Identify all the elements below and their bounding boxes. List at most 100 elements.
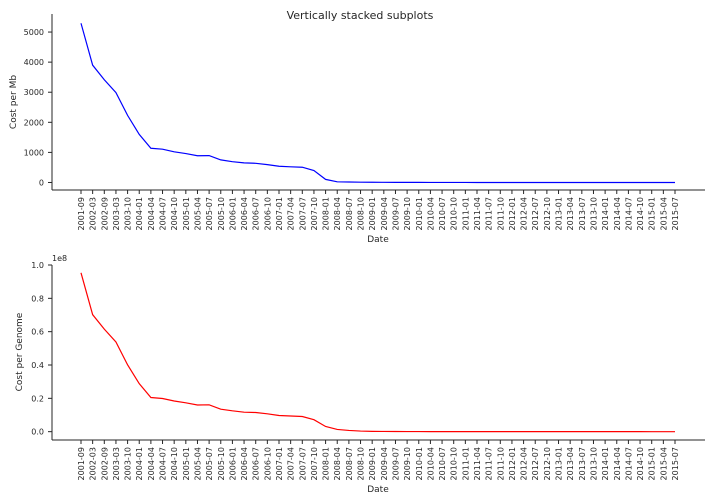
y-tick-label: 0.6 (31, 328, 44, 337)
cost-per-genome-line (80, 272, 675, 433)
x-tick-label: 2008-10 (357, 447, 366, 480)
x-tick-label: 2006-04 (240, 197, 249, 230)
cost-per-mb-line (80, 23, 675, 184)
x-tick-label: 2004-07 (159, 447, 168, 480)
x-tick-label: 2015-07 (671, 447, 680, 480)
x-tick-label: 2007-01 (275, 447, 284, 480)
y-tick-label: 0.2 (31, 394, 44, 403)
x-tick-label: 2013-01 (555, 447, 564, 480)
x-tick-label: 2009-01 (368, 447, 377, 480)
x-tick-label: 2012-04 (520, 447, 529, 480)
x-tick-label: 2010-01 (415, 197, 424, 230)
x-tick-label: 2008-04 (333, 197, 342, 230)
x-tick-label: 2014-01 (601, 197, 610, 230)
x-tick-label: 2008-01 (322, 447, 331, 480)
x-tick-label: 2006-01 (228, 197, 237, 230)
x-tick-label: 2003-03 (112, 447, 121, 480)
x-tick-label: 2006-04 (240, 447, 249, 480)
x-tick-label: 2003-10 (124, 447, 133, 480)
x-tick-label: 2014-07 (624, 197, 633, 230)
x-tick-label: 2013-01 (555, 197, 564, 230)
x-tick-label: 2010-04 (426, 447, 435, 480)
x-tick-label: 2009-01 (368, 197, 377, 230)
y-tick-labels: 0 1000 2000 3000 4000 5000 (24, 28, 52, 187)
x-tick-label: 2011-01 (461, 197, 470, 230)
x-tick-label: 2010-10 (450, 197, 459, 230)
x-tick-label: 2009-04 (380, 197, 389, 230)
x-tick-label: 2009-07 (391, 447, 400, 480)
x-tick-label: 2002-09 (100, 197, 109, 230)
x-tick-label: 2006-07 (252, 197, 261, 230)
x-tick-label: 2009-10 (403, 447, 412, 480)
x-tick-label: 2008-07 (345, 197, 354, 230)
y-tick-label: 0 (39, 178, 44, 187)
x-tick-label: 2008-04 (333, 447, 342, 480)
x-tick-label: 2009-04 (380, 447, 389, 480)
y-tick-label: 2000 (24, 118, 44, 127)
x-tick-label: 2012-04 (520, 197, 529, 230)
x-tick-label: 2010-10 (450, 447, 459, 480)
x-tick-label: 2010-07 (438, 447, 447, 480)
x-tick-label: 2013-10 (589, 197, 598, 230)
x-tick-label: 2004-01 (135, 447, 144, 480)
x-tick-label: 2005-10 (217, 447, 226, 480)
x-axis-label: Date (367, 485, 389, 495)
x-tick-label: 2011-04 (473, 447, 482, 480)
x-tick-label: 2014-10 (636, 197, 645, 230)
x-tick-label: 2013-07 (578, 197, 587, 230)
y-tick-label: 1000 (24, 148, 44, 157)
y-tick-label: 5000 (24, 28, 44, 37)
x-tick-label: 2006-07 (252, 447, 261, 480)
x-tick-label: 2012-07 (531, 447, 540, 480)
x-tick-label: 2011-04 (473, 197, 482, 230)
x-tick-label: 2015-01 (648, 447, 657, 480)
x-tick-label: 2015-01 (648, 197, 657, 230)
x-tick-label: 2012-01 (508, 447, 517, 480)
x-tick-label: 2007-10 (310, 447, 319, 480)
x-tick-label: 2005-04 (193, 447, 202, 480)
x-tick-label: 2007-01 (275, 197, 284, 230)
x-tick-label: 2004-10 (170, 447, 179, 480)
figure-title: Vertically stacked subplots (287, 9, 434, 22)
x-tick-label: 2002-03 (89, 447, 98, 480)
x-tick-label: 2012-10 (543, 447, 552, 480)
x-tick-label: 2001-09 (77, 197, 86, 230)
x-tick-label: 2006-01 (228, 447, 237, 480)
x-tick-label: 2002-09 (100, 447, 109, 480)
x-tick-label: 2007-07 (298, 197, 307, 230)
x-tick-label: 2014-04 (613, 447, 622, 480)
x-tick-label: 2008-01 (322, 197, 331, 230)
x-tick-label: 2013-04 (566, 447, 575, 480)
y-tick-label: 4000 (24, 58, 44, 67)
x-tick-label: 2015-04 (659, 447, 668, 480)
x-tick-label: 2012-01 (508, 197, 517, 230)
x-tick-label: 2005-07 (205, 197, 214, 230)
x-tick-label: 2010-04 (426, 197, 435, 230)
x-tick-label: 2005-10 (217, 197, 226, 230)
x-tick-label: 2003-03 (112, 197, 121, 230)
y-axis-label: Cost per Genome (15, 312, 25, 391)
x-tick-label: 2008-10 (357, 197, 366, 230)
y-axis-label: Cost per Mb (9, 75, 19, 129)
y-tick-label: 0.0 (31, 428, 44, 437)
x-tick-label: 2004-04 (147, 447, 156, 480)
x-tick-label: 2004-10 (170, 197, 179, 230)
x-tick-label: 2007-10 (310, 197, 319, 230)
subplot-cost-per-genome: 2001-09 2002-03 2002-09 2003-03 2003-10 2004-… (15, 254, 705, 495)
x-tick-label: 2007-04 (287, 447, 296, 480)
x-tick-label: 2011-10 (496, 197, 505, 230)
x-tick-label: 2014-07 (624, 447, 633, 480)
x-tick-label: 2011-07 (485, 447, 494, 480)
x-tick-label: 2010-07 (438, 197, 447, 230)
x-tick-label: 2004-07 (159, 197, 168, 230)
x-tick-label: 2005-07 (205, 447, 214, 480)
x-tick-label: 2015-04 (659, 197, 668, 230)
y-scale-offset-label: 1e8 (52, 254, 67, 263)
x-tick-label: 2006-10 (263, 447, 272, 480)
x-tick-label: 2007-07 (298, 447, 307, 480)
x-tick-label: 2015-07 (671, 197, 680, 230)
x-tick-labels: 2001-09 2002-03 2002-09 2003-03 2003-10 2004-… (77, 190, 680, 230)
x-axis-label: Date (367, 235, 389, 245)
y-tick-label: 0.4 (31, 361, 44, 370)
